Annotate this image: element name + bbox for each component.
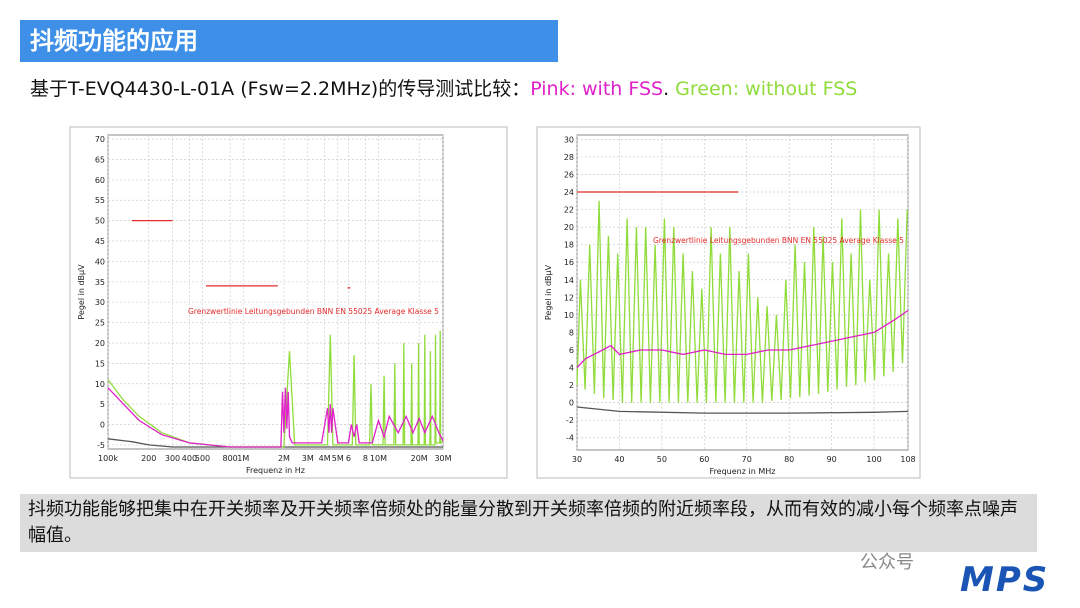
- series-line: [107, 330, 444, 448]
- y-tick-label: 20: [95, 339, 105, 348]
- slide-title: 抖频功能的应用: [20, 20, 558, 62]
- x-tick-label: 90: [827, 455, 837, 464]
- y-axis-label: Pegel in dBµV: [77, 264, 86, 320]
- y-tick-label: 60: [95, 176, 105, 185]
- y-tick-label: 2: [569, 381, 574, 390]
- y-tick-label: -2: [566, 416, 574, 425]
- plot-area: [107, 134, 444, 450]
- y-tick-label: -4: [566, 434, 574, 443]
- y-tick-label: 40: [95, 257, 105, 266]
- series-line: [131, 219, 351, 289]
- y-tick-label: 65: [95, 155, 105, 164]
- y-tick-label: -5: [97, 441, 105, 450]
- pink-legend: Pink: with FSS: [530, 78, 664, 100]
- y-tick-label: 22: [564, 206, 574, 215]
- annotation: Grenzwertlinie Leitungsgebunden BNN EN 5…: [653, 236, 904, 245]
- x-tick-label: 500: [195, 454, 210, 463]
- y-tick-label: 14: [564, 276, 574, 285]
- x-tick-label: 4M: [319, 454, 331, 463]
- y-tick-label: 18: [564, 241, 574, 250]
- watermark: 公众号: [860, 552, 914, 573]
- subtitle: 基于T-EVQ4430-L-01A (Fsw=2.2MHz)的传导测试比较：Pi…: [30, 74, 857, 101]
- y-tick-label: 0: [569, 399, 574, 408]
- y-tick-label: 10: [95, 380, 105, 389]
- y-tick-label: 25: [95, 319, 105, 328]
- series-line: [107, 387, 444, 448]
- y-tick-label: 6: [569, 346, 574, 355]
- y-tick-label: 15: [95, 359, 105, 368]
- x-tick-label: 2M: [278, 454, 290, 463]
- logo: MPS: [960, 560, 1050, 600]
- x-axis-label: Frequenz in MHz: [710, 467, 776, 476]
- y-tick-label: 45: [95, 237, 105, 246]
- y-tick-label: 5: [100, 400, 105, 409]
- green-legend: Green: without FSS: [675, 78, 858, 100]
- y-tick-label: 26: [564, 170, 574, 179]
- y-tick-label: 16: [564, 258, 574, 267]
- x-axis-label: Frequenz in Hz: [246, 466, 305, 475]
- x-tick-label: 300: [165, 454, 180, 463]
- x-tick-label: 8: [363, 454, 368, 463]
- series-line: [576, 200, 908, 403]
- y-tick-label: 30: [95, 298, 105, 307]
- x-tick-label: 800: [222, 454, 237, 463]
- y-tick-label: 35: [95, 278, 105, 287]
- y-tick-label: 10: [564, 311, 574, 320]
- y-axis-label: Pegel in dBµV: [544, 264, 553, 320]
- y-tick-label: 70: [95, 135, 105, 144]
- x-tick-label: 200: [141, 454, 156, 463]
- series-line: [576, 309, 909, 368]
- series-line: [576, 406, 909, 414]
- x-tick-label: 50: [657, 455, 667, 464]
- y-tick-label: 20: [564, 223, 574, 232]
- y-tick-label: 30: [564, 135, 574, 144]
- x-tick-label: 30M: [434, 454, 451, 463]
- x-tick-label: 20M: [411, 454, 428, 463]
- x-tick-label: 1M: [237, 454, 249, 463]
- y-tick-label: 8: [569, 328, 574, 337]
- y-tick-label: 0: [100, 421, 105, 430]
- x-tick-label: 400: [182, 454, 197, 463]
- x-tick-label: 108: [900, 455, 915, 464]
- y-tick-label: 24: [564, 188, 574, 197]
- y-tick-label: 50: [95, 217, 105, 226]
- y-tick-label: 28: [564, 153, 574, 162]
- x-tick-label: 100: [866, 455, 881, 464]
- x-tick-label: 30: [572, 455, 582, 464]
- y-tick-label: 12: [564, 293, 574, 302]
- separator: .: [663, 78, 670, 100]
- x-tick-label: 5M: [332, 454, 344, 463]
- y-tick-label: 55: [95, 196, 105, 205]
- x-tick-label: 40: [614, 455, 624, 464]
- x-tick-label: 100k: [98, 454, 118, 463]
- annotation: Grenzwertlinie Leitungsgebunden BNN EN 5…: [188, 307, 439, 316]
- summary: 抖频功能能够把集中在开关频率及开关频率倍频处的能量分散到开关频率倍频的附近频率段…: [20, 494, 1037, 552]
- x-tick-label: 10M: [370, 454, 387, 463]
- y-tick-label: 4: [569, 364, 574, 373]
- subtitle-prefix: 基于T-EVQ4430-L-01A (Fsw=2.2MHz)的传导测试比较：: [30, 78, 531, 100]
- x-tick-label: 70: [742, 455, 752, 464]
- x-tick-label: 60: [699, 455, 709, 464]
- x-tick-label: 6: [346, 454, 351, 463]
- x-tick-label: 80: [784, 455, 794, 464]
- x-tick-label: 3M: [302, 454, 314, 463]
